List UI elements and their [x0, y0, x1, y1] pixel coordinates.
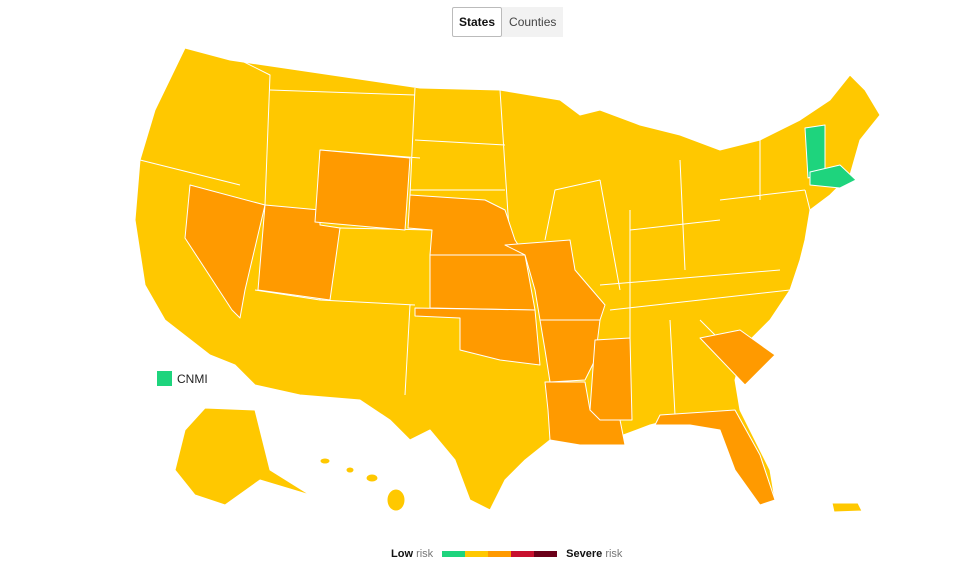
puerto-rico[interactable]: [831, 502, 863, 513]
state[interactable]: [654, 409, 776, 506]
cnmi-item[interactable]: CNMI: [157, 371, 208, 386]
state[interactable]: [314, 149, 411, 231]
legend-scale: [442, 551, 558, 557]
legend-swatch: [511, 551, 535, 557]
legend-swatch: [442, 551, 466, 557]
state[interactable]: [539, 319, 601, 383]
tab-states[interactable]: States: [452, 7, 503, 37]
legend-swatch: [465, 551, 489, 557]
state[interactable]: [589, 337, 633, 421]
legend-high: Severe: [566, 548, 603, 560]
state[interactable]: [544, 381, 626, 446]
legend-swatch: [488, 551, 512, 557]
low-states: [804, 124, 857, 189]
legend-high-suffix: risk: [605, 548, 623, 560]
legend-swatch: [534, 551, 558, 557]
tab-counties[interactable]: Counties: [502, 7, 564, 37]
hawaii[interactable]: [319, 457, 406, 512]
us-map: [134, 47, 881, 513]
elevated-states: [184, 149, 776, 506]
state[interactable]: [699, 329, 776, 386]
alaska[interactable]: [174, 407, 311, 506]
state[interactable]: [429, 254, 536, 311]
state[interactable]: [809, 164, 857, 189]
state[interactable]: [414, 307, 541, 366]
cnmi-swatch: [157, 371, 172, 386]
cnmi-label: CNMI: [177, 371, 208, 386]
legend-low: Low: [391, 548, 413, 560]
legend-low-suffix: risk: [416, 548, 434, 560]
risk-legend: Low risk Severe risk: [391, 548, 622, 560]
view-toggle: States Counties: [452, 7, 564, 37]
